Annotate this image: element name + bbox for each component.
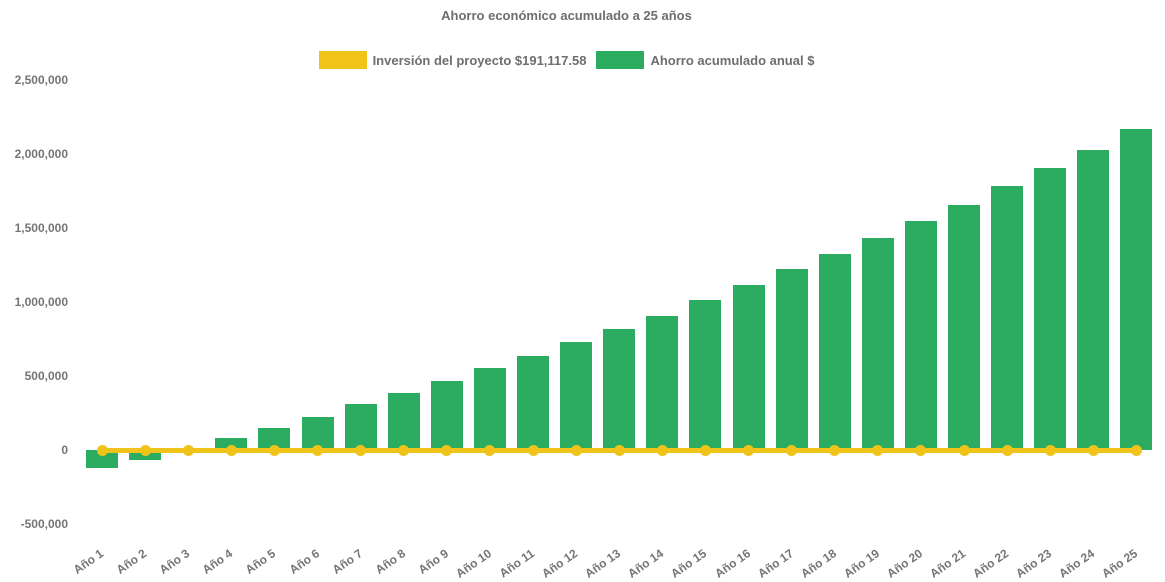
investment-line-marker-icon xyxy=(829,444,841,456)
investment-line-marker-icon xyxy=(441,444,453,456)
investment-line-marker-icon xyxy=(656,444,668,456)
investment-line-marker-icon xyxy=(139,444,151,456)
investment-line-marker-icon xyxy=(484,444,496,456)
bar xyxy=(948,204,980,450)
bar xyxy=(861,238,894,450)
bar xyxy=(301,416,334,450)
investment-line-marker-icon xyxy=(355,444,367,456)
bar xyxy=(1034,167,1067,450)
investment-line-marker-icon xyxy=(527,444,539,456)
investment-line-marker-icon xyxy=(958,444,970,456)
investment-line-marker-icon xyxy=(182,444,194,456)
investment-line-marker-icon xyxy=(872,444,884,456)
bar xyxy=(991,186,1024,450)
bar xyxy=(775,269,808,450)
bar xyxy=(646,315,679,450)
y-axis-label: 500,000 xyxy=(24,369,68,383)
y-axis-label: -500,000 xyxy=(20,517,68,531)
bar xyxy=(258,428,291,450)
bar xyxy=(603,328,636,450)
bar xyxy=(818,253,851,450)
y-axis-label: 1,500,000 xyxy=(14,221,68,235)
bar xyxy=(689,300,722,450)
bar xyxy=(1077,149,1110,450)
investment-line-marker-icon xyxy=(312,444,323,456)
bar xyxy=(560,342,593,450)
investment-line-marker-icon xyxy=(398,444,410,456)
bar xyxy=(215,438,248,450)
legend-swatch-investment-icon xyxy=(318,51,367,69)
investment-line-marker-icon xyxy=(786,444,798,456)
bar xyxy=(517,356,549,450)
y-axis-label: 0 xyxy=(61,443,68,457)
investment-line-marker-icon xyxy=(268,444,280,456)
y-axis-label: 2,000,000 xyxy=(14,147,68,161)
legend-item-investment: Inversión del proyecto $191,117.58 xyxy=(318,51,587,69)
chart-title: Ahorro económico acumulado a 25 años xyxy=(441,8,692,23)
legend-swatch-savings-icon xyxy=(596,51,645,69)
investment-line-marker-icon xyxy=(1044,444,1056,456)
bar xyxy=(473,368,506,450)
investment-line-marker-icon xyxy=(613,444,625,456)
bar xyxy=(430,380,463,450)
investment-line-marker-icon xyxy=(225,444,237,456)
bar xyxy=(86,450,118,469)
bar xyxy=(387,392,420,450)
bar xyxy=(732,285,765,450)
investment-line-marker-icon xyxy=(96,444,108,456)
investment-line-marker-icon xyxy=(699,444,711,456)
investment-line-marker-icon xyxy=(743,444,754,456)
investment-line-marker-icon xyxy=(1001,444,1013,456)
investment-line-marker-icon xyxy=(915,444,927,456)
legend-item-savings: Ahorro acumulado anual $ xyxy=(596,51,814,69)
y-axis-label: 2,500,000 xyxy=(14,73,68,87)
legend: Inversión del proyecto $191,117.58 Ahorr… xyxy=(0,51,1133,69)
bar xyxy=(904,221,937,450)
bar xyxy=(344,403,377,450)
investment-line-marker-icon xyxy=(570,444,582,456)
bar xyxy=(1120,128,1153,450)
legend-label-savings: Ahorro acumulado anual $ xyxy=(650,52,815,68)
investment-line-marker-icon xyxy=(1087,444,1099,456)
investment-line-marker-icon xyxy=(1130,444,1142,456)
legend-label-investment: Inversión del proyecto $191,117.58 xyxy=(372,52,587,68)
y-axis-label: 1,000,000 xyxy=(14,295,68,309)
